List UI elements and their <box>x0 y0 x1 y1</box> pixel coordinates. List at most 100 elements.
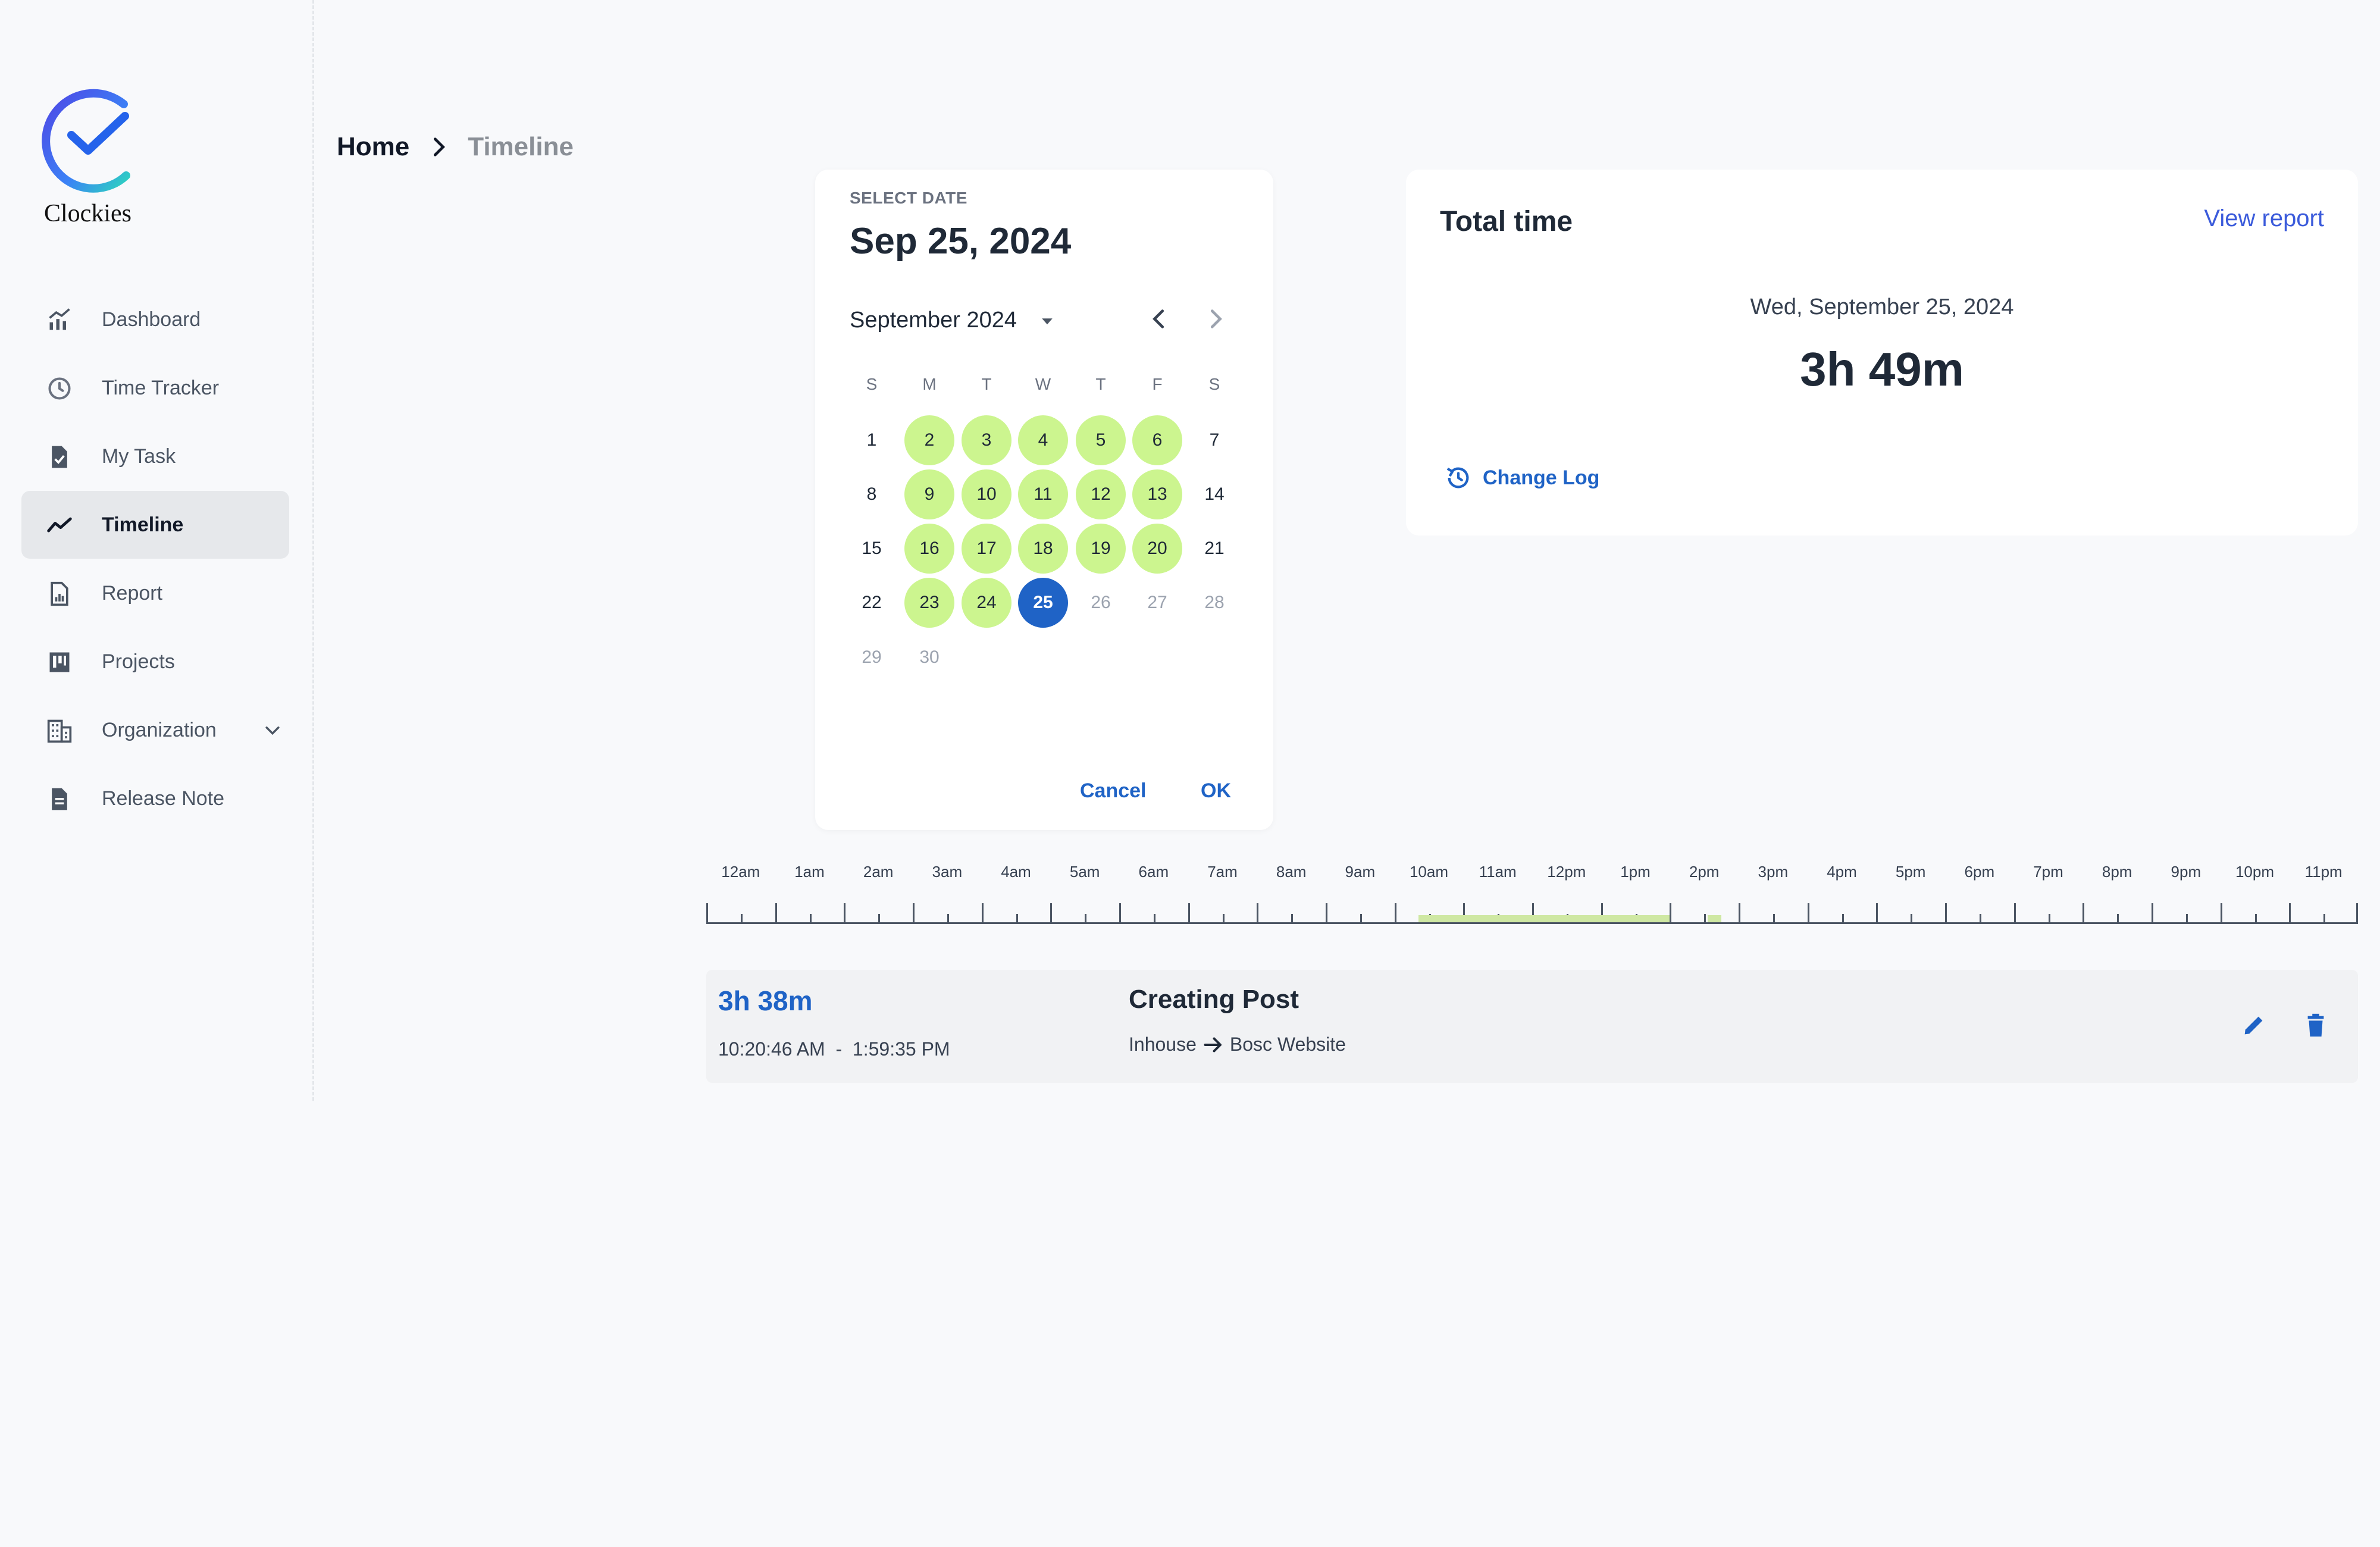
timeline-ruler: 12am 1am 2am 3am 4am 5am 6am 7am 8am 9am 10am 11am 1… <box>706 857 2358 928</box>
calendar-day[interactable]: 3 <box>962 415 1012 465</box>
timeline-minor-tick <box>2117 914 2119 922</box>
total-time-card: Total time View report Wed, September 25… <box>1406 170 2358 536</box>
entry-client: Inhouse <box>1129 1034 1197 1055</box>
app-logo[interactable]: Clockies <box>36 86 140 235</box>
calendar-day[interactable]: 25 <box>1018 578 1068 628</box>
calendar-day[interactable]: 11 <box>1018 469 1068 519</box>
chevron-right-icon <box>434 137 446 156</box>
timeline-minor-tick <box>878 914 881 922</box>
calendar-day[interactable]: 27 <box>1147 593 1167 612</box>
timeline-major-tick <box>981 903 984 922</box>
month-select[interactable]: September 2024 <box>850 308 1056 333</box>
weekday-label: S <box>1208 375 1220 393</box>
timeline-hour-label: 12am <box>721 863 760 881</box>
calendar-day[interactable]: 21 <box>1204 538 1225 558</box>
sidebar-item-label: Time Tracker <box>102 376 220 399</box>
timeline-hour-label: 7pm <box>2033 863 2063 881</box>
timeline-hour-label: 6am <box>1138 863 1169 881</box>
timeline-major-tick <box>1394 903 1396 922</box>
calendar-day[interactable]: 10 <box>962 469 1012 519</box>
cancel-button[interactable]: Cancel <box>1080 779 1147 802</box>
sidebar-item-time-tracker[interactable]: Time Tracker <box>21 354 289 422</box>
calendar-day[interactable]: 18 <box>1018 524 1068 574</box>
timeline-work-segment[interactable] <box>1707 915 1722 922</box>
weekday-label: F <box>1152 375 1163 393</box>
caret-down-icon <box>1042 318 1053 324</box>
timeline-minor-tick <box>2323 914 2326 922</box>
previous-month-button[interactable] <box>1145 305 1173 333</box>
entry-start-time: 10:20:46 AM <box>718 1038 825 1060</box>
timeline-major-tick <box>1670 903 1672 922</box>
calendar-day[interactable]: 28 <box>1204 593 1225 612</box>
timeline-work-segment[interactable] <box>1418 915 1670 922</box>
delete-icon[interactable] <box>2302 1012 2329 1039</box>
calendar-day[interactable]: 26 <box>1091 593 1111 612</box>
next-month-button[interactable] <box>1202 305 1229 333</box>
calendar-day[interactable]: 17 <box>962 524 1012 574</box>
breadcrumb-home[interactable]: Home <box>337 132 410 161</box>
sidebar-item-label: My Task <box>102 444 176 468</box>
timeline-major-tick <box>1876 903 1878 922</box>
timeline-hour-label: 3am <box>932 863 963 881</box>
ok-button[interactable]: OK <box>1201 779 1231 802</box>
calendar-day[interactable]: 5 <box>1076 415 1126 465</box>
sidebar-item-report[interactable]: Report <box>21 559 289 627</box>
sidebar-item-release-note[interactable]: Release Note <box>21 765 289 832</box>
sidebar-item-my-task[interactable]: My Task <box>21 422 289 490</box>
calendar-day[interactable]: 24 <box>962 578 1012 628</box>
timeline-major-tick <box>1050 903 1053 922</box>
timeline-hour-label: 10pm <box>2235 863 2275 881</box>
calendar-day[interactable]: 2 <box>904 415 954 465</box>
calendar-day[interactable]: 1 <box>866 430 877 450</box>
chevron-down-icon[interactable] <box>262 720 283 740</box>
sidebar: Clockies Dashboard Time Tracker My Task <box>0 0 314 1101</box>
calendar-day[interactable]: 8 <box>866 484 877 504</box>
sidebar-item-dashboard[interactable]: Dashboard <box>21 286 289 353</box>
calendar-day[interactable]: 6 <box>1132 415 1182 465</box>
calendar-day[interactable]: 29 <box>862 647 882 667</box>
timeline-major-tick <box>775 903 777 922</box>
task-icon <box>52 446 67 468</box>
calendar-day[interactable]: 16 <box>904 524 954 574</box>
edit-icon[interactable] <box>2240 1012 2268 1039</box>
calendar-day[interactable]: 13 <box>1132 469 1182 519</box>
calendar-day[interactable]: 14 <box>1204 484 1225 504</box>
time-entry[interactable]: 3h 38m 10:20:46 AM - 1:59:35 PM Creating… <box>706 970 2358 1083</box>
app-name: Clockies <box>44 200 131 227</box>
selected-date: Sep 25, 2024 <box>850 221 1072 262</box>
calendar-grid: 1 2 3 4 5 6 7 8 9 10 11 12 13 14 15 16 17 18 19 20 21 22 23 24 2… <box>815 170 1273 830</box>
calendar-day[interactable]: 30 <box>919 647 940 667</box>
calendar-day[interactable]: 4 <box>1018 415 1068 465</box>
change-log-button[interactable]: Change Log <box>1445 464 1599 491</box>
timeline-minor-tick <box>1360 914 1362 922</box>
timeline-hour-label: 5pm <box>1895 863 1926 881</box>
total-time-duration: 3h 49m <box>1800 343 1964 396</box>
view-report-link[interactable]: View report <box>2204 205 2324 231</box>
sidebar-item-organization[interactable]: Organization <box>21 696 289 764</box>
calendar-day[interactable]: 22 <box>862 593 882 612</box>
calendar-day[interactable]: 9 <box>904 469 954 519</box>
sidebar-item-timeline[interactable]: Timeline <box>21 491 289 559</box>
timeline-major-tick <box>1945 903 1947 922</box>
timeline-major-tick <box>1119 903 1121 922</box>
weekday-label: M <box>922 375 937 393</box>
chart-icon <box>49 308 70 330</box>
timeline-minor-tick <box>1842 914 1844 922</box>
calendar-day[interactable]: 12 <box>1076 469 1126 519</box>
total-time-date: Wed, September 25, 2024 <box>1750 295 2014 320</box>
weekday-label: T <box>981 375 992 393</box>
calendar-day[interactable]: 15 <box>862 538 882 558</box>
sidebar-item-projects[interactable]: Projects <box>21 628 289 696</box>
timeline-minor-tick <box>809 914 812 922</box>
calendar-day[interactable]: 19 <box>1076 524 1126 574</box>
timeline-minor-tick <box>1979 914 1981 922</box>
timeline-minor-tick <box>1704 914 1706 922</box>
timeline-minor-tick <box>1911 914 1913 922</box>
sidebar-item-label: Projects <box>102 650 175 673</box>
calendar-day[interactable]: 23 <box>904 578 954 628</box>
timeline-minor-tick <box>1016 914 1018 922</box>
timeline-hour-label: 9am <box>1345 863 1376 881</box>
calendar-day[interactable]: 20 <box>1132 524 1182 574</box>
calendar-day[interactable]: 7 <box>1209 430 1220 450</box>
